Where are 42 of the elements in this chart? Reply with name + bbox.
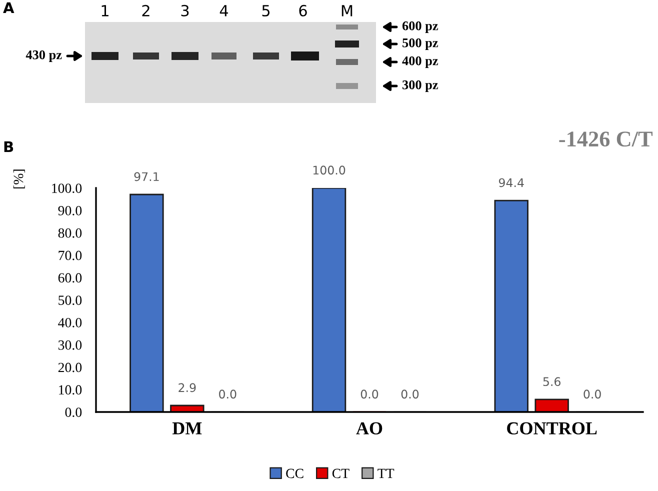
legend-label: CT [332, 468, 350, 478]
text: 3 [181, 4, 189, 16]
text: 2 [142, 4, 150, 16]
x-tick-label: AO [356, 422, 382, 434]
text: 600 pz [402, 21, 438, 33]
text: 6 [299, 4, 307, 16]
legend-label: CC [286, 468, 304, 478]
y-tick-label: 20.0 [58, 362, 82, 372]
y-tick-label: 0.0 [65, 408, 82, 418]
text: 5 [262, 5, 270, 16]
y-tick-label: 40.0 [58, 318, 82, 328]
data-label: 97.1 [134, 172, 159, 182]
legend-label: TT [378, 468, 394, 478]
y-tick-label: 80.0 [58, 228, 82, 238]
x-tick-label: CONTROL [507, 422, 597, 434]
y-tick-label: 90.0 [58, 206, 82, 216]
data-label: 94.4 [498, 178, 524, 188]
data-label: 5.6 [543, 377, 560, 386]
data-label: 0.0 [219, 390, 236, 399]
y-tick-label: 50.0 [58, 296, 82, 306]
text: M [342, 5, 352, 16]
data-label: 0.0 [584, 390, 601, 399]
text: B [4, 141, 14, 152]
text: A [3, 2, 14, 14]
data-label: 0.0 [401, 390, 419, 399]
y-tick-label: 70.0 [58, 250, 82, 260]
data-label: 100.0 [313, 166, 346, 175]
text: 500 pz [402, 38, 438, 50]
text: 430 pz [26, 50, 62, 62]
data-label: 0.0 [360, 390, 378, 399]
chart-title: -1426 C/T [559, 132, 653, 147]
text: 4 [220, 5, 228, 16]
y-tick-label: 30.0 [58, 340, 82, 350]
x-tick-label: DM [172, 422, 202, 434]
y-axis-title: [%] [13, 170, 25, 188]
text: 1 [102, 5, 108, 16]
text: 300 pz [402, 80, 438, 92]
data-label: 2.9 [178, 383, 196, 392]
y-tick-label: 10.0 [59, 385, 82, 395]
y-tick-label: 60.0 [58, 273, 82, 283]
text: 400 pz [402, 56, 438, 68]
y-tick-label: 100.0 [52, 184, 82, 194]
